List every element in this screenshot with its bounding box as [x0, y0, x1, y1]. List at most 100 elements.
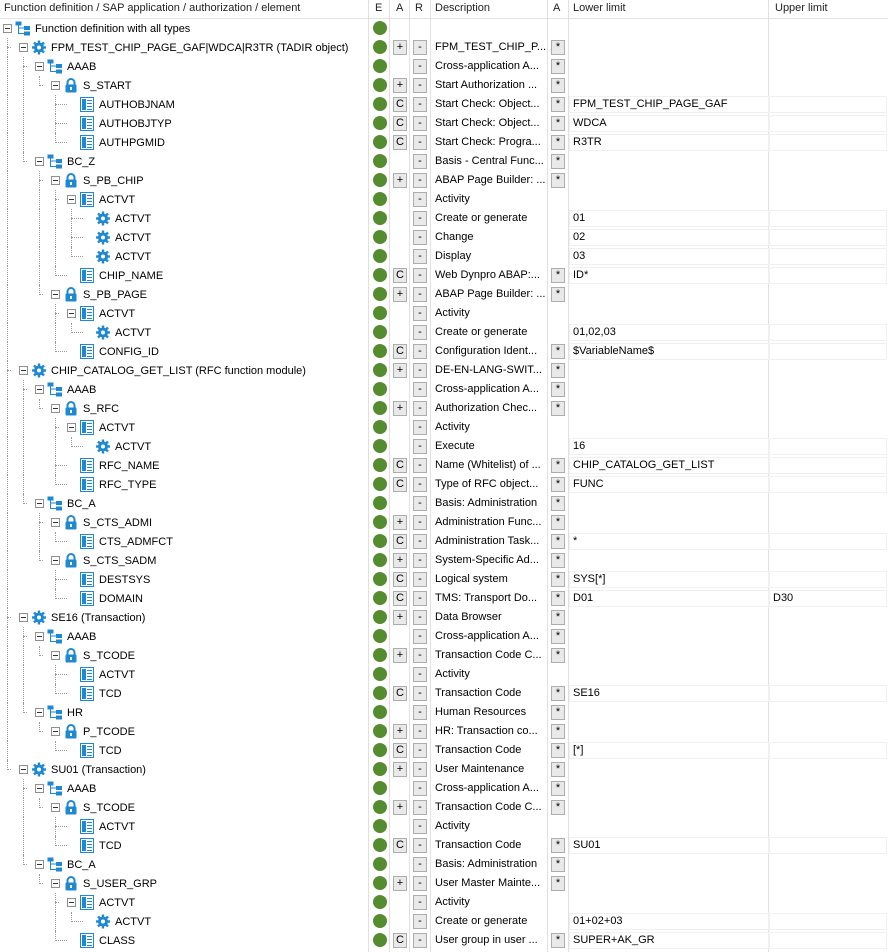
- tree-node[interactable]: AUTHOBJNAM: [79, 97, 175, 112]
- tree-row[interactable]: ACTVT - Execute 16: [0, 437, 888, 456]
- collapse-toggle-icon[interactable]: [51, 803, 60, 812]
- full-authorization-button[interactable]: *: [551, 857, 565, 872]
- tree-row[interactable]: ACTVT - Display 03: [0, 247, 888, 266]
- collapse-toggle-icon[interactable]: [51, 518, 60, 527]
- full-authorization-button[interactable]: *: [551, 477, 565, 492]
- lower-limit-field[interactable]: [569, 457, 769, 474]
- collapse-toggle-icon[interactable]: [51, 290, 60, 299]
- full-authorization-button[interactable]: *: [551, 629, 565, 644]
- tree-row[interactable]: S_CTS_SADM + - System-Specific Ad... *: [0, 551, 888, 570]
- copy-button[interactable]: C: [393, 838, 407, 853]
- tree-node[interactable]: ACTVT: [79, 667, 135, 682]
- collapse-toggle-icon[interactable]: [67, 309, 76, 318]
- remove-button[interactable]: -: [413, 154, 427, 169]
- remove-button[interactable]: -: [413, 211, 427, 226]
- full-authorization-button[interactable]: *: [551, 648, 565, 663]
- add-button[interactable]: +: [393, 401, 407, 416]
- full-authorization-button[interactable]: *: [551, 458, 565, 473]
- lower-limit-field[interactable]: [569, 343, 769, 360]
- tree-node[interactable]: SE16 (Transaction): [19, 610, 145, 625]
- lower-limit-field[interactable]: [569, 134, 769, 151]
- lower-limit-value[interactable]: SE16: [573, 687, 600, 699]
- tree-row[interactable]: ACTVT - Activity: [0, 418, 888, 437]
- tree-node[interactable]: P_TCODE: [51, 724, 135, 739]
- upper-limit-field[interactable]: [769, 96, 887, 113]
- collapse-toggle-icon[interactable]: [35, 499, 44, 508]
- copy-button[interactable]: C: [393, 135, 407, 150]
- add-button[interactable]: +: [393, 515, 407, 530]
- remove-button[interactable]: -: [413, 382, 427, 397]
- full-authorization-button[interactable]: *: [551, 116, 565, 131]
- remove-button[interactable]: -: [413, 287, 427, 302]
- remove-button[interactable]: -: [413, 572, 427, 587]
- lower-limit-field[interactable]: [569, 210, 769, 227]
- collapse-toggle-icon[interactable]: [51, 176, 60, 185]
- collapse-toggle-icon[interactable]: [35, 632, 44, 641]
- collapse-toggle-icon[interactable]: [67, 898, 76, 907]
- upper-limit-field[interactable]: [769, 115, 887, 132]
- remove-button[interactable]: -: [413, 895, 427, 910]
- add-button[interactable]: +: [393, 287, 407, 302]
- lower-limit-value[interactable]: 01: [573, 212, 586, 224]
- remove-button[interactable]: -: [413, 496, 427, 511]
- tree-node[interactable]: S_USER_GRP: [51, 876, 157, 891]
- add-button[interactable]: +: [393, 553, 407, 568]
- tree-node[interactable]: TCD: [79, 686, 122, 701]
- full-authorization-button[interactable]: *: [551, 781, 565, 796]
- remove-button[interactable]: -: [413, 838, 427, 853]
- tree-node[interactable]: TCD: [79, 743, 122, 758]
- add-button[interactable]: +: [393, 610, 407, 625]
- collapse-toggle-icon[interactable]: [51, 81, 60, 90]
- add-button[interactable]: +: [393, 40, 407, 55]
- tree-row[interactable]: SU01 (Transaction) + - User Maintenance *: [0, 760, 888, 779]
- tree-node[interactable]: CTS_ADMFCT: [79, 534, 173, 549]
- lower-limit-field[interactable]: [569, 742, 769, 759]
- tree-row[interactable]: S_TCODE + - Transaction Code C... *: [0, 646, 888, 665]
- tree-row[interactable]: S_START + - Start Authorization ... *: [0, 76, 888, 95]
- tree-row[interactable]: BC_A - Basis: Administration *: [0, 494, 888, 513]
- tree-row[interactable]: ACTVT - Activity: [0, 893, 888, 912]
- remove-button[interactable]: -: [413, 534, 427, 549]
- full-authorization-button[interactable]: *: [551, 591, 565, 606]
- tree-row[interactable]: DOMAIN C - TMS: Transport Do... * D01 D30: [0, 589, 888, 608]
- tree-node[interactable]: S_PB_PAGE: [51, 287, 147, 302]
- lower-limit-value[interactable]: ID*: [573, 269, 589, 281]
- lower-limit-field[interactable]: [569, 913, 769, 930]
- tree-row[interactable]: RFC_NAME C - Name (Whitelist) of ... * CHIP_C…: [0, 456, 888, 475]
- full-authorization-button[interactable]: *: [551, 154, 565, 169]
- full-authorization-button[interactable]: *: [551, 876, 565, 891]
- tree-node[interactable]: RFC_NAME: [79, 458, 160, 473]
- collapse-toggle-icon[interactable]: [35, 157, 44, 166]
- collapse-toggle-icon[interactable]: [35, 62, 44, 71]
- header-a2[interactable]: A: [553, 2, 561, 14]
- remove-button[interactable]: -: [413, 705, 427, 720]
- copy-button[interactable]: C: [393, 591, 407, 606]
- collapse-toggle-icon[interactable]: [51, 556, 60, 565]
- tree-node[interactable]: ACTVT: [95, 914, 151, 929]
- remove-button[interactable]: -: [413, 515, 427, 530]
- tree-node[interactable]: SU01 (Transaction): [19, 762, 146, 777]
- add-button[interactable]: +: [393, 363, 407, 378]
- lower-limit-value[interactable]: 01,02,03: [573, 326, 616, 338]
- lower-limit-value[interactable]: 02: [573, 231, 586, 243]
- lower-limit-value[interactable]: 01+02+03: [573, 915, 623, 927]
- tree-row[interactable]: ACTVT - Activity: [0, 817, 888, 836]
- full-authorization-button[interactable]: *: [551, 572, 565, 587]
- tree-node[interactable]: AAAB: [35, 781, 96, 796]
- upper-limit-field[interactable]: [769, 571, 887, 588]
- add-button[interactable]: +: [393, 762, 407, 777]
- remove-button[interactable]: -: [413, 363, 427, 378]
- full-authorization-button[interactable]: *: [551, 743, 565, 758]
- tree-row[interactable]: S_PB_CHIP + - ABAP Page Builder: ... *: [0, 171, 888, 190]
- tree-row[interactable]: Function definition with all types: [0, 19, 888, 38]
- tree-node[interactable]: BC_A: [35, 496, 96, 511]
- remove-button[interactable]: -: [413, 249, 427, 264]
- tree-row[interactable]: AAAB - Cross-application A... *: [0, 57, 888, 76]
- lower-limit-value[interactable]: SYS[*]: [573, 573, 606, 585]
- tree-node[interactable]: ACTVT: [95, 249, 151, 264]
- collapse-toggle-icon[interactable]: [51, 879, 60, 888]
- header-upper-limit[interactable]: Upper limit: [775, 2, 828, 14]
- full-authorization-button[interactable]: *: [551, 363, 565, 378]
- tree-row[interactable]: AUTHOBJTYP C - Start Check: Object... * WDCA: [0, 114, 888, 133]
- remove-button[interactable]: -: [413, 116, 427, 131]
